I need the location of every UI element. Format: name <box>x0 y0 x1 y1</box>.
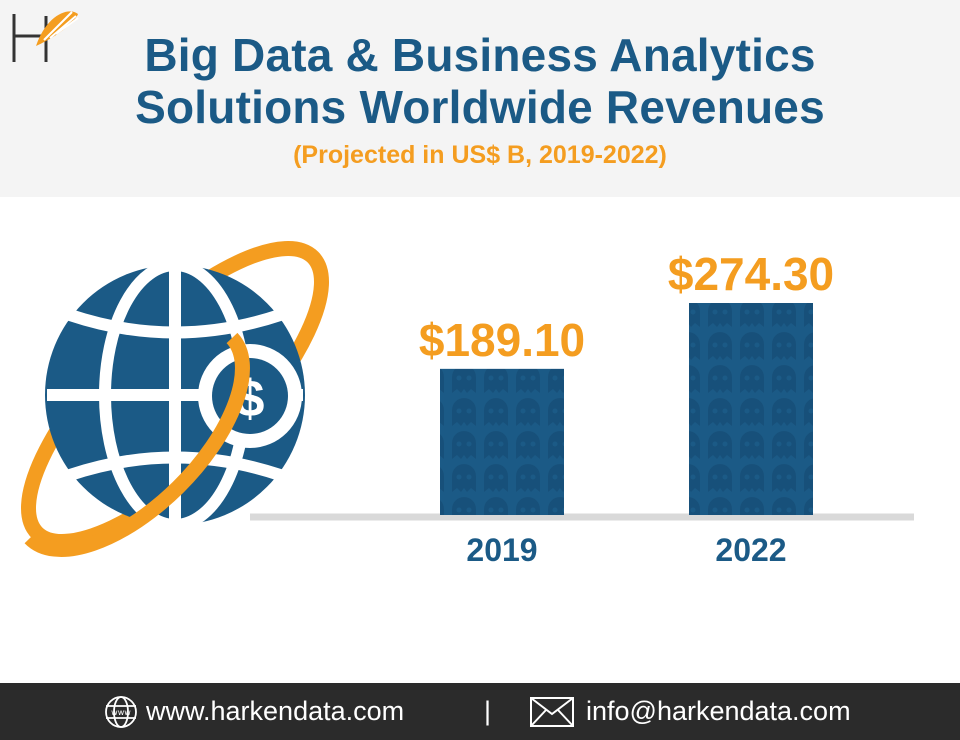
svg-text:www: www <box>111 708 131 717</box>
website-link[interactable]: www.harkendata.com <box>146 696 405 726</box>
value-label-2019: $189.10 <box>419 314 585 366</box>
value-label-2022: $274.30 <box>668 248 834 300</box>
website-globe-icon: www <box>105 696 137 728</box>
header-banner: Big Data & Business Analytics Solutions … <box>0 0 960 197</box>
bar-2022 <box>689 303 813 515</box>
chart-title-line1: Big Data & Business Analytics <box>144 29 816 81</box>
harken-logo-icon <box>12 11 79 62</box>
email-link[interactable]: info@harkendata.com <box>586 696 851 726</box>
category-label-2022: 2022 <box>715 532 786 568</box>
bar-2019 <box>440 368 564 515</box>
footer-separator: | <box>484 696 492 726</box>
envelope-icon <box>530 697 574 727</box>
chart-title-line2: Solutions Worldwide Revenues <box>135 81 825 133</box>
globe-dollar-icon: $ <box>20 240 330 557</box>
footer-bar: www www.harkendata.com | info@harkendata… <box>0 683 960 740</box>
category-label-2019: 2019 <box>466 532 537 568</box>
chart-subtitle: (Projected in US$ B, 2019-2022) <box>293 141 667 169</box>
